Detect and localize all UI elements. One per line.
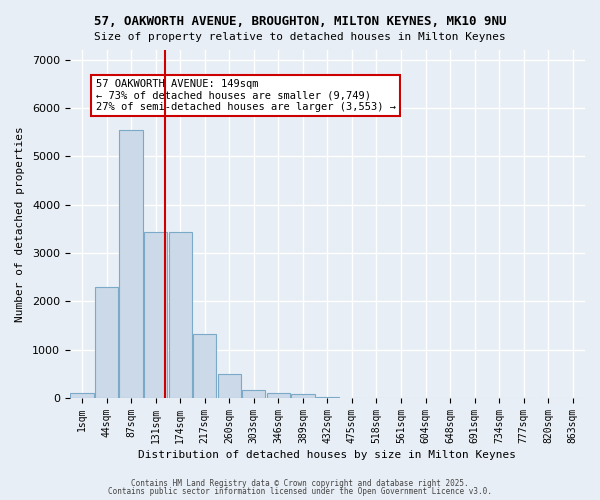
Text: 57 OAKWORTH AVENUE: 149sqm
← 73% of detached houses are smaller (9,749)
27% of s: 57 OAKWORTH AVENUE: 149sqm ← 73% of deta… (95, 79, 395, 112)
Bar (95, 287, 118, 398)
Bar (70, 393, 94, 398)
Bar (193, 334, 217, 398)
Bar (119, 130, 143, 398)
Bar (144, 232, 167, 398)
Y-axis label: Number of detached properties: Number of detached properties (15, 126, 25, 322)
Bar (291, 394, 314, 398)
Bar (316, 396, 339, 398)
Text: Contains HM Land Registry data © Crown copyright and database right 2025.: Contains HM Land Registry data © Crown c… (131, 478, 469, 488)
Bar (218, 374, 241, 398)
Text: Contains public sector information licensed under the Open Government Licence v3: Contains public sector information licen… (108, 487, 492, 496)
Text: Size of property relative to detached houses in Milton Keynes: Size of property relative to detached ho… (94, 32, 506, 42)
X-axis label: Distribution of detached houses by size in Milton Keynes: Distribution of detached houses by size … (139, 450, 517, 460)
Bar (169, 232, 192, 398)
Bar (266, 393, 290, 398)
Bar (242, 390, 265, 398)
Text: 57, OAKWORTH AVENUE, BROUGHTON, MILTON KEYNES, MK10 9NU: 57, OAKWORTH AVENUE, BROUGHTON, MILTON K… (94, 15, 506, 28)
